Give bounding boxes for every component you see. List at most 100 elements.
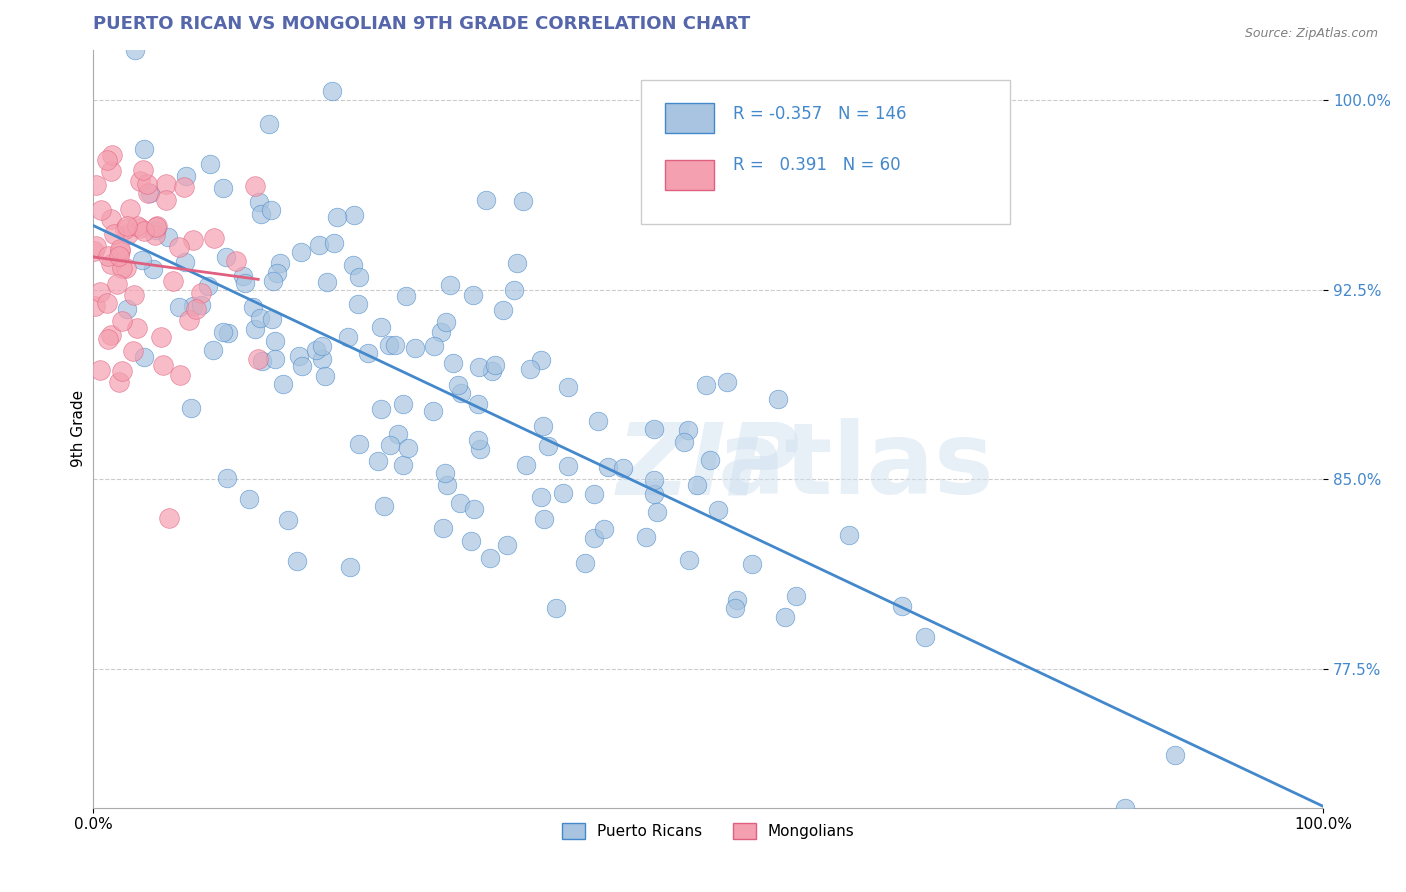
Mongolians	[190, 286, 212, 301]
Puerto Ricans	[470, 442, 492, 456]
Puerto Ricans	[347, 270, 370, 285]
Puerto Ricans	[257, 117, 280, 131]
Puerto Ricans	[588, 414, 610, 428]
Puerto Ricans	[530, 490, 553, 504]
Puerto Ricans	[396, 441, 419, 455]
Puerto Ricans	[260, 202, 283, 217]
Text: R =   0.391   N = 60: R = 0.391 N = 60	[733, 156, 900, 174]
Text: R = -0.357   N = 146: R = -0.357 N = 146	[733, 105, 907, 123]
Puerto Ricans	[245, 322, 267, 336]
Mongolians	[155, 177, 177, 191]
Mongolians	[84, 178, 107, 192]
Puerto Ricans	[252, 353, 274, 368]
Mongolians	[122, 343, 145, 358]
Puerto Ricans	[449, 496, 471, 510]
Puerto Ricans	[124, 43, 146, 57]
Puerto Ricans	[378, 438, 401, 452]
Puerto Ricans	[197, 279, 219, 293]
Puerto Ricans	[515, 458, 537, 472]
Puerto Ricans	[138, 186, 160, 200]
Puerto Ricans	[531, 418, 554, 433]
Puerto Ricans	[367, 454, 389, 468]
Puerto Ricans	[269, 256, 291, 270]
Puerto Ricans	[725, 593, 748, 607]
Puerto Ricans	[277, 512, 299, 526]
Puerto Ricans	[250, 207, 273, 221]
Puerto Ricans	[450, 385, 472, 400]
Mongolians	[83, 244, 105, 258]
Mongolians	[202, 231, 225, 245]
Puerto Ricans	[378, 338, 401, 352]
Mongolians	[100, 257, 122, 271]
Puerto Ricans	[342, 258, 364, 272]
Puerto Ricans	[461, 288, 484, 302]
Puerto Ricans	[678, 553, 700, 567]
Puerto Ricans	[643, 473, 665, 487]
Mongolians	[225, 253, 247, 268]
FancyBboxPatch shape	[665, 160, 714, 190]
Mongolians	[167, 240, 190, 254]
Puerto Ricans	[370, 320, 392, 334]
Puerto Ricans	[446, 378, 468, 392]
Mongolians	[111, 363, 134, 377]
Puerto Ricans	[322, 235, 344, 250]
Puerto Ricans	[145, 223, 167, 237]
Puerto Ricans	[785, 589, 807, 603]
Mongolians	[173, 180, 195, 194]
Puerto Ricans	[716, 375, 738, 389]
Puerto Ricans	[262, 274, 284, 288]
Mongolians	[84, 238, 107, 252]
Puerto Ricans	[217, 471, 239, 485]
Mongolians	[101, 148, 124, 162]
Puerto Ricans	[1164, 747, 1187, 762]
Puerto Ricans	[370, 402, 392, 417]
Puerto Ricans	[201, 343, 224, 357]
Mongolians	[155, 194, 177, 208]
Puerto Ricans	[582, 532, 605, 546]
Mongolians	[125, 219, 148, 234]
Mongolians	[96, 153, 118, 167]
Mongolians	[145, 219, 167, 234]
Puerto Ricans	[596, 459, 619, 474]
Puerto Ricans	[316, 275, 339, 289]
FancyBboxPatch shape	[641, 80, 1010, 224]
Mongolians	[186, 301, 208, 316]
Puerto Ricans	[211, 325, 233, 339]
Puerto Ricans	[537, 439, 560, 453]
Mongolians	[150, 329, 173, 343]
Puerto Ricans	[132, 142, 155, 156]
Mongolians	[117, 227, 139, 242]
Puerto Ricans	[262, 312, 284, 326]
Mongolians	[181, 233, 204, 247]
Mongolians	[136, 177, 159, 191]
Puerto Ricans	[492, 302, 515, 317]
Mongolians	[84, 299, 107, 313]
Puerto Ricans	[891, 599, 914, 613]
Mongolians	[152, 358, 174, 372]
Puerto Ricans	[180, 401, 202, 416]
Mongolians	[146, 219, 169, 233]
Puerto Ricans	[232, 269, 254, 284]
Puerto Ricans	[724, 600, 747, 615]
Puerto Ricans	[434, 314, 457, 328]
Puerto Ricans	[441, 356, 464, 370]
Puerto Ricans	[686, 478, 709, 492]
Puerto Ricans	[481, 364, 503, 378]
Puerto Ricans	[263, 352, 285, 367]
Puerto Ricans	[347, 296, 370, 310]
Puerto Ricans	[592, 522, 614, 536]
Puerto Ricans	[475, 194, 498, 208]
Mongolians	[177, 313, 200, 327]
Puerto Ricans	[404, 341, 426, 355]
Puerto Ricans	[131, 252, 153, 267]
Puerto Ricans	[914, 630, 936, 644]
Puerto Ricans	[643, 487, 665, 501]
Puerto Ricans	[291, 359, 314, 374]
Puerto Ricans	[423, 339, 446, 353]
Text: atlas: atlas	[717, 418, 994, 516]
Mongolians	[100, 328, 122, 343]
Mongolians	[162, 274, 184, 288]
Puerto Ricans	[773, 610, 796, 624]
Mongolians	[108, 375, 131, 389]
Puerto Ricans	[387, 427, 409, 442]
